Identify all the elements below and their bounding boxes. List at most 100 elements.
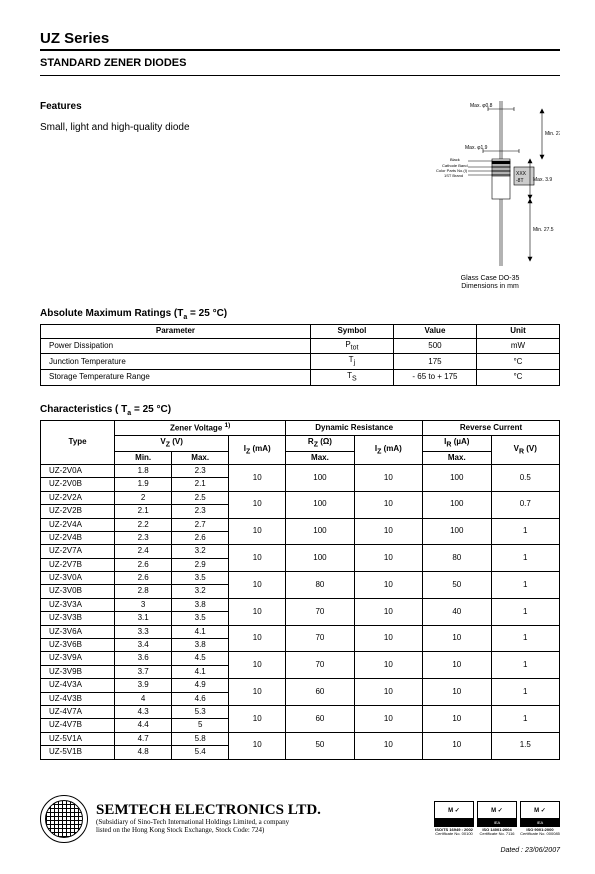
char-iz2: 10 <box>354 652 422 679</box>
char-iz: 10 <box>229 491 286 518</box>
table-row: UZ-4V3A 3.9 4.9 10 60 10 10 1 <box>41 679 560 692</box>
char-min: 4.3 <box>115 705 172 718</box>
char-min: 4 <box>115 692 172 705</box>
series-title: UZ Series <box>40 30 560 51</box>
dim-min275a: Min. 27.5 <box>545 131 560 137</box>
char-min: 3.1 <box>115 612 172 625</box>
char-iz: 10 <box>229 518 286 545</box>
features-heading: Features <box>40 101 420 112</box>
char-max: 5.3 <box>172 705 229 718</box>
char-max: 3.2 <box>172 585 229 598</box>
char-iz: 10 <box>229 572 286 599</box>
cert-badge: M ✓ ISO/TS 16949 : 2002Certificate No. 0… <box>434 801 474 836</box>
table-row: Storage Temperature Range TS - 65 to + 1… <box>41 370 560 386</box>
char-rz-header: RZ (Ω) <box>286 435 354 451</box>
char-type: UZ-3V3B <box>41 612 115 625</box>
char-max: 4.5 <box>172 652 229 665</box>
char-type: UZ-3V9B <box>41 665 115 678</box>
features-body: Small, light and high-quality diode <box>40 122 420 133</box>
char-max: 4.1 <box>172 665 229 678</box>
char-max: 2.5 <box>172 491 229 504</box>
diode-outline-svg: Max. φ0.8 Max. φ1.9 Min. 27.5 Max. 3.9 M… <box>420 101 560 271</box>
char-type: UZ-4V7A <box>41 705 115 718</box>
table-row: UZ-4V7A 4.3 5.3 10 60 10 10 1 <box>41 705 560 718</box>
char-min: 4.7 <box>115 732 172 745</box>
char-vr: 1 <box>491 545 560 572</box>
char-min: 3 <box>115 598 172 611</box>
char-max: 4.1 <box>172 625 229 638</box>
char-iz: 10 <box>229 679 286 706</box>
company-text: SEMTECH ELECTRONICS LTD. (Subsidiary of … <box>96 802 426 834</box>
table-row: UZ-2V4A 2.2 2.7 10 100 10 100 1 <box>41 518 560 531</box>
char-iz2: 10 <box>354 705 422 732</box>
char-iz-header: IZ (mA) <box>229 435 286 464</box>
diagram-caption: Glass Case DO-35 Dimensions in mm <box>420 275 560 290</box>
char-rz: 70 <box>286 598 354 625</box>
char-type: UZ-3V9A <box>41 652 115 665</box>
amr-unit: °C <box>476 354 559 370</box>
amr-symbol: Tj <box>310 354 393 370</box>
char-ir: 10 <box>423 625 491 652</box>
char-iz2: 10 <box>354 572 422 599</box>
char-max: 2.3 <box>172 464 229 477</box>
char-type: UZ-2V2B <box>41 505 115 518</box>
char-iz2: 10 <box>354 545 422 572</box>
char-min: 2.3 <box>115 531 172 544</box>
char-vr: 0.7 <box>491 491 560 518</box>
char-min: 3.3 <box>115 625 172 638</box>
amr-symbol: Ptot <box>310 338 393 354</box>
char-ir-header: IR (µA) <box>423 435 491 451</box>
char-max-header: Max. <box>172 451 229 464</box>
company-name: SEMTECH ELECTRONICS LTD. <box>96 802 426 819</box>
char-rz: 100 <box>286 491 354 518</box>
char-iz2: 10 <box>354 518 422 545</box>
char-ir: 50 <box>423 572 491 599</box>
cert-logo-icon: M ✓ <box>434 801 474 819</box>
char-min: 1.8 <box>115 464 172 477</box>
table-row: Junction Temperature Tj 175 °C <box>41 354 560 370</box>
cert-badge: M ✓ IEA ISO 9001:2000Certificate No. 000… <box>520 801 560 836</box>
amr-heading: Absolute Maximum Ratings (Ta = 25 °C) <box>40 308 560 321</box>
char-min: 3.9 <box>115 679 172 692</box>
table-row: UZ-3V6A 3.3 4.1 10 70 10 10 1 <box>41 625 560 638</box>
amr-param: Junction Temperature <box>41 354 311 370</box>
char-type: UZ-4V3B <box>41 692 115 705</box>
amr-symbol: TS <box>310 370 393 386</box>
char-rz: 80 <box>286 572 354 599</box>
char-max: 2.6 <box>172 531 229 544</box>
amr-header: Unit <box>476 325 559 338</box>
char-iz: 10 <box>229 652 286 679</box>
amr-value: 175 <box>393 354 476 370</box>
chip-text-bot: -8T <box>516 178 524 184</box>
char-max: 3.8 <box>172 639 229 652</box>
char-type: UZ-3V6B <box>41 639 115 652</box>
chip-text-top: XXX <box>516 171 527 177</box>
cert-bar: IEA <box>520 819 560 827</box>
char-ir: 100 <box>423 491 491 518</box>
char-rz: 100 <box>286 464 354 491</box>
char-min: 4.4 <box>115 719 172 732</box>
char-dynamic-header: Dynamic Resistance <box>286 420 423 435</box>
amr-param: Power Dissipation <box>41 338 311 354</box>
char-type: UZ-2V7B <box>41 558 115 571</box>
table-row: UZ-3V9A 3.6 4.5 10 70 10 10 1 <box>41 652 560 665</box>
amr-table: ParameterSymbolValueUnit Power Dissipati… <box>40 324 560 385</box>
char-min: 2.8 <box>115 585 172 598</box>
amr-unit: mW <box>476 338 559 354</box>
char-ir: 10 <box>423 652 491 679</box>
char-reverse-header: Reverse Current <box>423 420 560 435</box>
dim-max39: Max. 3.9 <box>533 177 552 183</box>
lbl-black: Black <box>450 157 460 162</box>
dim-phi19: Max. φ1.9 <box>465 145 488 151</box>
char-min: 2.6 <box>115 572 172 585</box>
footer-block: SEMTECH ELECTRONICS LTD. (Subsidiary of … <box>40 795 560 843</box>
char-iz2: 10 <box>354 491 422 518</box>
cert-logo-icon: M ✓ <box>477 801 517 819</box>
char-ir: 80 <box>423 545 491 572</box>
char-max: 4.9 <box>172 679 229 692</box>
company-sub2: listed on the Hong Kong Stock Exchange, … <box>96 827 426 835</box>
char-min: 1.9 <box>115 478 172 491</box>
char-rz-max-header: Max. <box>286 451 354 464</box>
char-max: 3.8 <box>172 598 229 611</box>
cert-logos: M ✓ ISO/TS 16949 : 2002Certificate No. 0… <box>434 801 560 836</box>
